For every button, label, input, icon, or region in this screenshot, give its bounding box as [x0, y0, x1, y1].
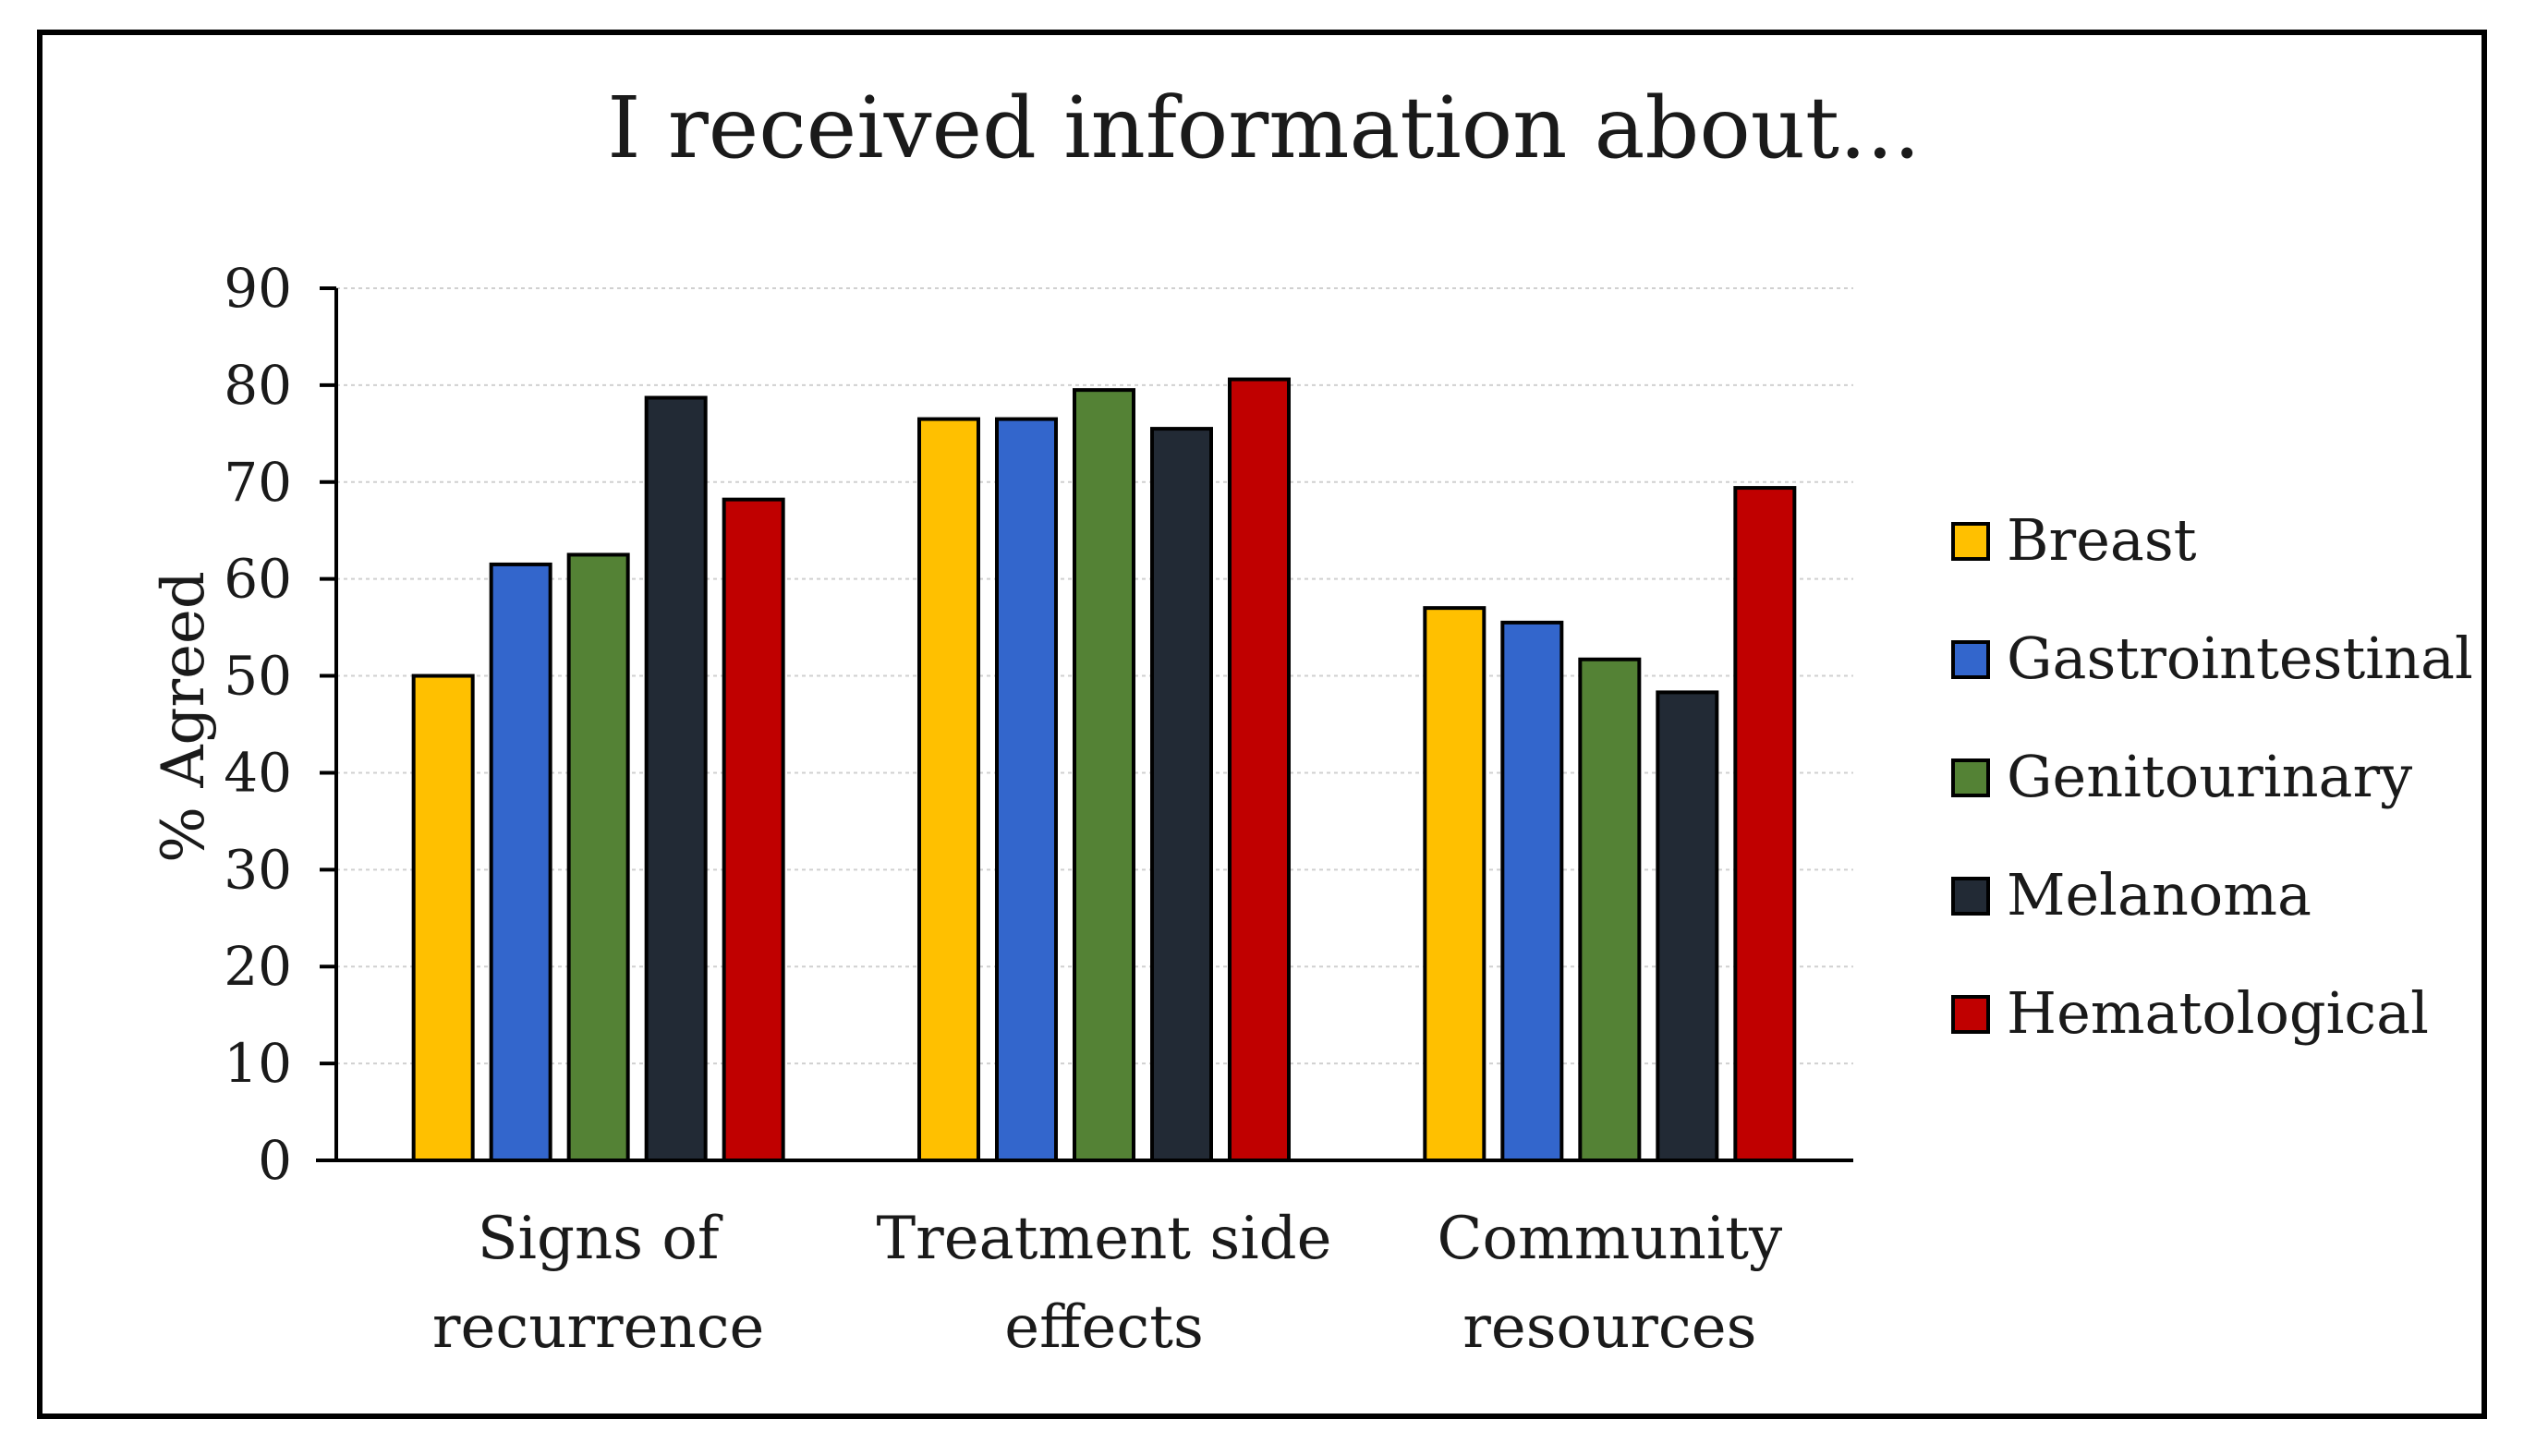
legend-label-genitourinary: Genitourinary [2007, 743, 2412, 810]
chart-title: I received information about... [607, 79, 1921, 177]
legend-label-gastrointestinal: Gastrointestinal [2007, 625, 2473, 692]
y-tick-label: 30 [224, 838, 292, 901]
bar-breast-1 [917, 417, 980, 1163]
axes [316, 286, 1853, 1162]
legend-swatch-gastrointestinal [1951, 640, 1990, 679]
x-tick-label: Signs of [478, 1205, 723, 1273]
legend: Breast Gastrointestinal Genitourinary Melan… [1951, 506, 2473, 1047]
bar-genitourinary-0 [566, 552, 630, 1162]
x-tick-label: resources [1462, 1293, 1756, 1362]
y-tick-label: 60 [224, 548, 292, 611]
y-tick-label: 50 [224, 645, 292, 708]
y-tick-label: 10 [224, 1032, 292, 1095]
bars [411, 377, 1797, 1163]
legend-label-breast: Breast [2007, 506, 2197, 574]
bar-hematological-2 [1733, 486, 1797, 1162]
legend-swatch-melanoma [1951, 877, 1990, 916]
x-tick-label: Community [1438, 1205, 1783, 1273]
legend-swatch-genitourinary [1951, 758, 1990, 797]
y-tick-label: 0 [258, 1129, 292, 1192]
y-tick-labels: 0 10 20 30 40 50 60 70 80 90 [224, 257, 292, 1192]
x-tick-label: recurrence [432, 1293, 765, 1362]
legend-swatch-breast [1951, 522, 1990, 561]
bar-gastrointestinal-2 [1500, 620, 1564, 1162]
y-tick-label: 90 [224, 257, 292, 320]
bar-gastrointestinal-1 [995, 417, 1058, 1163]
legend-label-hematological: Hematological [2007, 979, 2429, 1047]
bar-melanoma-1 [1150, 427, 1213, 1163]
bar-genitourinary-1 [1073, 388, 1135, 1162]
legend-swatch-hematological [1951, 995, 1990, 1034]
bar-genitourinary-2 [1578, 657, 1642, 1162]
bar-melanoma-0 [644, 395, 708, 1163]
bar-breast-2 [1423, 606, 1486, 1162]
bar-melanoma-2 [1656, 690, 1719, 1162]
bar-hematological-0 [722, 497, 785, 1162]
bar-hematological-1 [1228, 377, 1291, 1162]
y-tick-label: 80 [224, 354, 292, 417]
y-tick-label: 70 [224, 451, 292, 514]
bar-chart: I received information about... 0 10 20 30 4… [150, 79, 2473, 1362]
x-tick-label: Treatment side [876, 1205, 1331, 1273]
y-tick-label: 20 [224, 935, 292, 998]
bar-breast-0 [411, 673, 475, 1162]
x-tick-label: effects [1004, 1293, 1204, 1362]
chart-frame: I received information about... 0 10 20 30 4… [37, 30, 2487, 1419]
y-axis-label: % Agreed [150, 571, 218, 863]
legend-label-melanoma: Melanoma [2007, 861, 2312, 928]
x-tick-labels: Signs of recurrence Treatment side effects C… [432, 1205, 1782, 1362]
y-tick-label: 40 [224, 741, 292, 804]
bar-gastrointestinal-0 [489, 562, 552, 1162]
